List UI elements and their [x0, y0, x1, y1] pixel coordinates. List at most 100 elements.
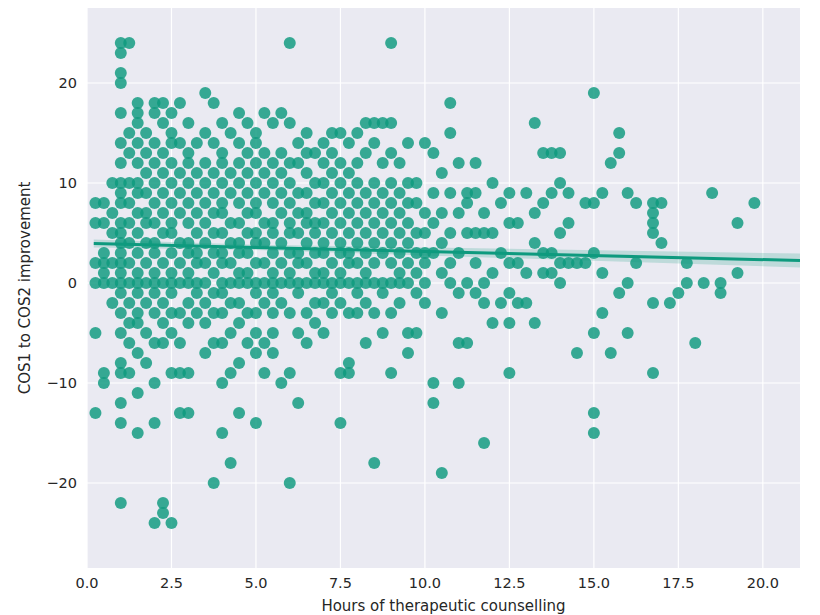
- scatter-point: [149, 177, 161, 189]
- scatter-point: [191, 287, 203, 299]
- scatter-point: [588, 327, 600, 339]
- scatter-point: [351, 177, 363, 189]
- scatter-point: [444, 257, 456, 269]
- scatter-point: [453, 207, 465, 219]
- scatter-point: [258, 147, 270, 159]
- scatter-point: [731, 267, 743, 279]
- scatter-point: [216, 207, 228, 219]
- scatter-point: [334, 177, 346, 189]
- scatter-point: [563, 187, 575, 199]
- scatter-point: [250, 137, 262, 149]
- scatter-point: [326, 187, 338, 199]
- scatter-point: [436, 207, 448, 219]
- scatter-point: [191, 167, 203, 179]
- scatter-point: [292, 327, 304, 339]
- scatter-point: [115, 137, 127, 149]
- scatter-point: [385, 147, 397, 159]
- scatter-point: [537, 197, 549, 209]
- scatter-point: [174, 337, 186, 349]
- scatter-point: [242, 147, 254, 159]
- scatter-point: [284, 477, 296, 489]
- scatter-point: [132, 227, 144, 239]
- scatter-point: [681, 277, 693, 289]
- grid: [87, 8, 800, 568]
- scatter-point: [115, 107, 127, 119]
- tick-labels: 0.02.55.07.510.012.515.017.520.0−20−1001…: [46, 75, 779, 591]
- scatter-point: [250, 157, 262, 169]
- scatter-point: [698, 277, 710, 289]
- scatter-point: [385, 217, 397, 229]
- scatter-point: [402, 137, 414, 149]
- scatter-point: [334, 417, 346, 429]
- scatter-point: [275, 167, 287, 179]
- scatter-point: [115, 157, 127, 169]
- scatter-point: [132, 157, 144, 169]
- scatter-point: [470, 287, 482, 299]
- scatter-point: [174, 257, 186, 269]
- scatter-point: [554, 277, 566, 289]
- scatter-point: [275, 257, 287, 269]
- scatter-point: [182, 297, 194, 309]
- plot-marks: [89, 37, 800, 529]
- scatter-point: [275, 187, 287, 199]
- scatter-point: [419, 137, 431, 149]
- scatter-point: [444, 187, 456, 199]
- scatter-point: [385, 197, 397, 209]
- scatter-point: [275, 107, 287, 119]
- scatter-point: [470, 187, 482, 199]
- scatter-point: [664, 297, 676, 309]
- scatter-point: [149, 157, 161, 169]
- scatter-point: [250, 177, 262, 189]
- scatter-point: [630, 197, 642, 209]
- scatter-point: [410, 327, 422, 339]
- scatter-point: [208, 187, 220, 199]
- scatter-point: [394, 207, 406, 219]
- scatter-point: [267, 157, 279, 169]
- scatter-point: [444, 97, 456, 109]
- scatter-point: [182, 217, 194, 229]
- scatter-point: [275, 297, 287, 309]
- x-tick-label: 10.0: [409, 575, 441, 591]
- scatter-point: [318, 197, 330, 209]
- scatter-point: [394, 227, 406, 239]
- scatter-point: [326, 167, 338, 179]
- scatter-point: [275, 147, 287, 159]
- scatter-point: [208, 137, 220, 149]
- scatter-point: [115, 397, 127, 409]
- scatter-point: [647, 297, 659, 309]
- scatter-point: [149, 197, 161, 209]
- scatter-point: [503, 317, 515, 329]
- x-grid-line: [762, 8, 763, 568]
- scatter-point: [140, 257, 152, 269]
- scatter-point: [191, 227, 203, 239]
- scatter-point: [115, 417, 127, 429]
- scatter-point: [267, 177, 279, 189]
- scatter-point: [123, 147, 135, 159]
- scatter-point: [199, 297, 211, 309]
- scatter-point: [149, 107, 161, 119]
- scatter-point: [225, 457, 237, 469]
- scatter-point: [318, 327, 330, 339]
- scatter-point: [182, 197, 194, 209]
- scatter-point: [301, 337, 313, 349]
- scatter-point: [199, 257, 211, 269]
- scatter-point: [334, 127, 346, 139]
- scatter-point: [706, 187, 718, 199]
- scatter-point: [174, 137, 186, 149]
- scatter-point: [191, 307, 203, 319]
- scatter-point: [275, 377, 287, 389]
- scatter-point: [199, 127, 211, 139]
- scatter-point: [174, 207, 186, 219]
- scatter-point: [216, 307, 228, 319]
- scatter-point: [554, 227, 566, 239]
- scatter-point: [453, 287, 465, 299]
- scatter-point: [216, 287, 228, 299]
- scatter-point: [546, 187, 558, 199]
- scatter-point: [326, 227, 338, 239]
- scatter-point: [410, 267, 422, 279]
- scatter-point: [343, 137, 355, 149]
- scatter-point: [157, 167, 169, 179]
- scatter-point: [89, 407, 101, 419]
- scatter-point: [605, 347, 617, 359]
- scatter-point: [402, 347, 414, 359]
